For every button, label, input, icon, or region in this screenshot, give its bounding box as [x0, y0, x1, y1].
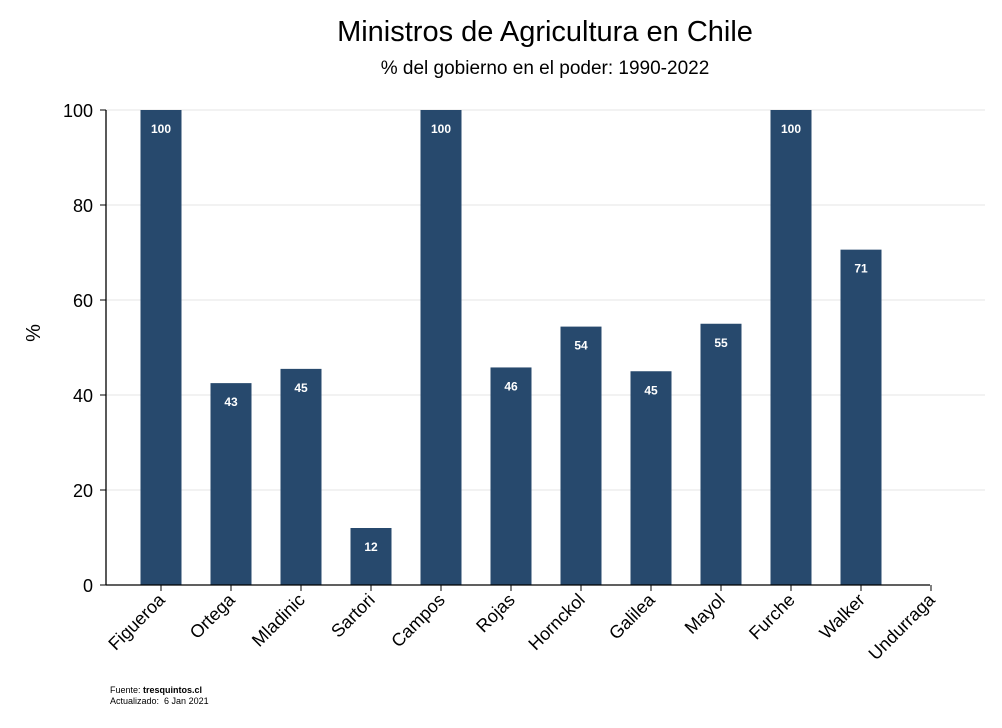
x-tick-label: Furche	[745, 590, 799, 644]
bar-data-label: 12	[364, 540, 378, 554]
bar	[490, 367, 532, 585]
bar	[560, 326, 602, 585]
x-tick-label: Walker	[816, 590, 869, 643]
x-tick-label: Galilea	[605, 589, 659, 643]
bar-data-label: 45	[294, 381, 308, 395]
x-tick-label: Undurraga	[865, 589, 940, 664]
y-axis-label: %	[23, 324, 45, 342]
bar-data-label: 100	[781, 122, 801, 136]
x-tick-label: Campos	[387, 590, 449, 652]
x-tick-label: Mladinic	[248, 590, 309, 651]
x-tick-label: Mayol	[681, 590, 729, 638]
bar-data-label: 71	[854, 262, 868, 276]
bar	[140, 110, 182, 585]
chart-subtitle: % del gobierno en el poder: 1990-2022	[380, 58, 710, 79]
x-tick-label: Ortega	[186, 589, 240, 643]
chart-title: Ministros de Agricultura en Chile	[337, 16, 753, 48]
source-label: Fuente:	[110, 685, 141, 695]
x-tick-label: Hornckol	[524, 590, 588, 654]
updated-value: 6 Jan 2021	[164, 696, 209, 706]
bar	[350, 528, 392, 585]
y-tick-label: 80	[73, 196, 93, 216]
x-tick-label: Rojas	[472, 590, 519, 637]
bar	[210, 383, 252, 585]
bar-data-label: 43	[224, 395, 238, 409]
y-tick-label: 0	[83, 576, 93, 596]
bar-data-label: 100	[431, 122, 451, 136]
source-note: Fuente: tresquintos.cl Actualizado: 6 Ja…	[110, 685, 209, 707]
y-tick-label: 60	[73, 291, 93, 311]
bar	[420, 110, 462, 585]
updated-label: Actualizado:	[110, 696, 160, 706]
y-tick-label: 20	[73, 481, 93, 501]
x-tick-label: Sartori	[327, 590, 379, 642]
y-tick-label: 40	[73, 386, 93, 406]
y-tick-label: 100	[63, 101, 93, 121]
source-value: tresquintos.cl	[143, 685, 203, 695]
bars: 100 43 45 12 100 46 54 45 55 100 71	[140, 110, 882, 585]
bar-data-label: 55	[714, 336, 728, 350]
bar-data-label: 100	[151, 122, 171, 136]
bar-data-label: 46	[504, 379, 518, 393]
bar-data-label: 54	[574, 339, 588, 353]
bar	[280, 368, 322, 585]
x-tick-label: Figueroa	[104, 589, 169, 654]
bar	[840, 249, 882, 585]
bar	[630, 371, 672, 585]
bar-data-label: 45	[644, 383, 658, 397]
bar	[700, 323, 742, 585]
gridlines	[106, 109, 985, 491]
bar	[770, 110, 812, 585]
